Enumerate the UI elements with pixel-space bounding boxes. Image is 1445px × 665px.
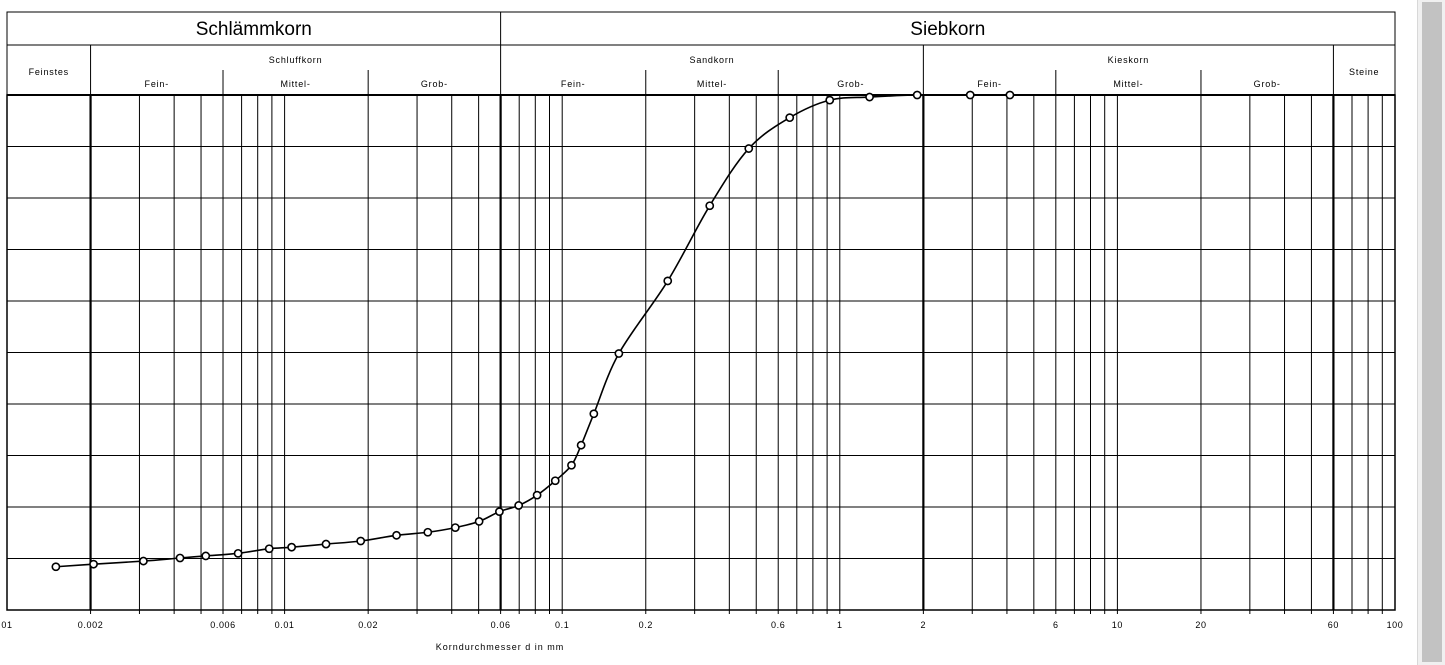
data-point-marker — [287, 542, 297, 552]
series-layer — [51, 90, 1015, 572]
header-subgroup-label: Fein- — [145, 79, 170, 89]
data-point-marker — [576, 440, 586, 450]
data-point-marker — [233, 548, 243, 558]
data-point-marker — [550, 476, 560, 486]
data-point-marker — [567, 460, 576, 470]
classification-header: Schlämmkorn Siebkorn Feinstes Schluffkorn Sa… — [6, 11, 1396, 96]
header-group-label: Kieskorn — [1108, 55, 1149, 65]
data-point-marker — [1005, 90, 1015, 100]
header-subgroup-label: Mittel- — [281, 79, 311, 89]
data-point-marker — [423, 527, 433, 537]
data-point-marker — [201, 551, 211, 561]
x-tick-label: 2 — [921, 620, 927, 630]
data-point-marker — [912, 90, 922, 100]
data-point-marker — [965, 90, 975, 100]
data-point-marker — [51, 562, 61, 572]
data-point-marker — [175, 553, 185, 563]
header-subgroup-label: Grob- — [421, 79, 448, 89]
grid — [7, 95, 1395, 610]
data-point-marker — [663, 276, 673, 286]
x-axis-label: Korndurchmesser d in mm — [436, 642, 565, 652]
x-axis-ticks: 01 0.002 0.006 0.01 0.02 0.06 0.1 0.2 0.6 1 2 6 10 20… — [1, 610, 1403, 630]
x-tick-label: 1 — [837, 620, 843, 630]
plot-border — [6, 94, 1396, 611]
data-point-marker — [785, 113, 795, 123]
x-tick-label: 01 — [1, 620, 12, 630]
header-group-label: Feinstes — [29, 67, 69, 77]
chart-frame — [6, 94, 1396, 611]
data-point-marker — [865, 92, 874, 102]
header-subgroup-label: Grob- — [837, 79, 864, 89]
header-subgroup-label: Fein- — [561, 79, 586, 89]
x-tick-label: 0.2 — [639, 620, 653, 630]
x-tick-label: 0.1 — [555, 620, 569, 630]
data-point-marker — [705, 201, 715, 211]
data-point-marker — [89, 559, 98, 569]
x-tick-label: 0.006 — [210, 620, 236, 630]
x-tick-label: 6 — [1053, 620, 1059, 630]
data-point-marker — [532, 490, 542, 500]
x-tick-label: 0.002 — [78, 620, 104, 630]
x-tick-label: 60 — [1328, 620, 1339, 630]
data-point-marker — [139, 556, 148, 566]
header-group-label: Schluffkorn — [269, 55, 323, 65]
x-tick-label: 20 — [1195, 620, 1206, 630]
x-tick-label: 0.02 — [358, 620, 378, 630]
header-subgroup-label: Fein- — [977, 79, 1002, 89]
x-tick-label: 0.6 — [771, 620, 785, 630]
x-tick-label: 100 — [1387, 620, 1404, 630]
data-point-marker — [321, 539, 331, 549]
data-point-marker — [744, 144, 754, 153]
header-group-label: Steine — [1349, 67, 1379, 77]
header-subgroup-label: Grob- — [1254, 79, 1281, 89]
header-subgroup-label: Mittel- — [1113, 79, 1143, 89]
header-group-label: Sandkorn — [690, 55, 735, 65]
data-point-marker — [450, 523, 460, 532]
data-point-marker — [514, 501, 524, 510]
scrollbar-thumb[interactable] — [1422, 2, 1442, 662]
data-point-marker — [392, 530, 401, 540]
vertical-scrollbar[interactable] — [1417, 0, 1445, 665]
data-point-marker — [614, 349, 624, 358]
data-point-marker — [264, 544, 274, 554]
data-point-marker — [495, 507, 504, 517]
header-subgroup-label: Mittel- — [697, 79, 727, 89]
header-top-label: Schlämmkorn — [196, 19, 312, 40]
header-top-label: Siebkorn — [910, 19, 985, 40]
x-tick-label: 0.06 — [491, 620, 511, 630]
data-point-marker — [474, 517, 484, 526]
data-point-marker — [589, 409, 599, 419]
x-tick-label: 10 — [1112, 620, 1123, 630]
data-point-marker — [356, 536, 366, 546]
x-tick-label: 0.01 — [275, 620, 295, 630]
data-point-marker — [825, 95, 835, 105]
